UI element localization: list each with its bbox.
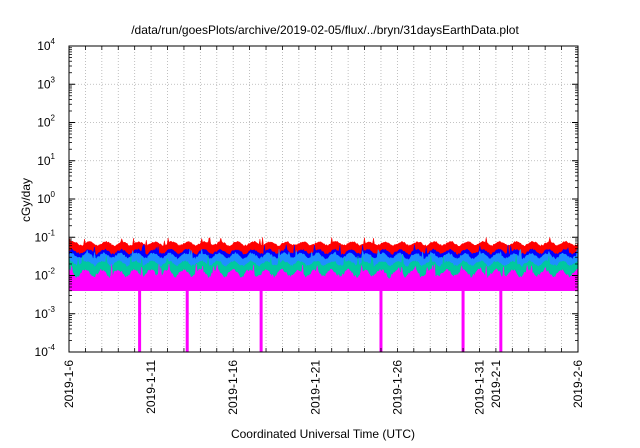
dropout-spike: [499, 288, 503, 352]
y-tick-label: 10-1: [35, 228, 56, 244]
y-tick-label: 10-4: [35, 343, 56, 359]
grid: [69, 46, 578, 352]
x-tick-label: 2019-1-31: [472, 360, 486, 415]
x-tick-label: 2019-2-1: [489, 360, 503, 408]
y-tick-label: 100: [37, 190, 55, 206]
y-tick-label: 10-3: [35, 305, 56, 321]
x-tick-label: 2019-1-16: [226, 360, 240, 415]
axis-ticks: 10-4 10-3 10-2 10-1 100 101 102 103 104 2019-1-6 2…: [35, 37, 585, 415]
x-axis-label: Coordinated Universal Time (UTC): [231, 427, 415, 441]
series-area: [68, 264, 579, 291]
x-tick-label: 2019-1-21: [308, 360, 322, 415]
chart-title: /data/run/goesPlots/archive/2019-02-05/f…: [131, 23, 519, 37]
dropout-spike: [138, 288, 142, 352]
y-tick-label: 10-2: [35, 267, 56, 283]
y-axis-label: cGy/day: [19, 178, 33, 222]
dropout-spike: [259, 288, 263, 352]
dropout-spike: [379, 288, 383, 352]
y-tick-label: 102: [37, 114, 55, 130]
dropout-spike: [461, 288, 465, 352]
x-tick-label: 2019-1-11: [144, 360, 158, 414]
x-tick-label: 2019-2-6: [571, 360, 585, 408]
y-tick-label: 104: [37, 37, 55, 53]
x-tick-label: 2019-1-6: [62, 360, 76, 408]
y-tick-label: 103: [37, 75, 55, 91]
data-area: [68, 237, 579, 352]
x-tick-label: 2019-1-26: [390, 360, 404, 415]
dropout-spike: [185, 288, 189, 352]
y-tick-label: 101: [37, 152, 55, 168]
